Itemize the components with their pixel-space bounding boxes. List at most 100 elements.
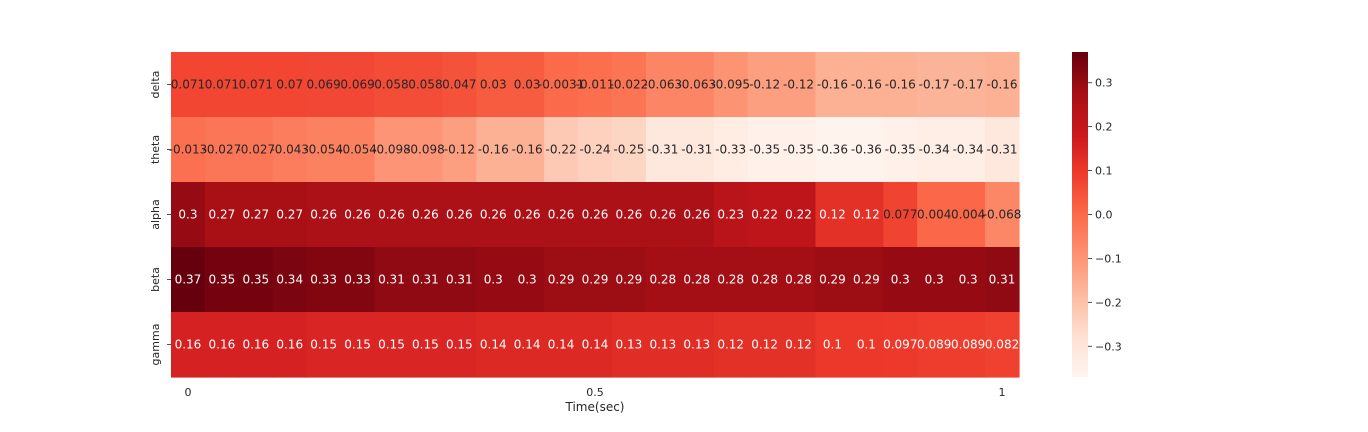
- heatmap-cell: [204, 52, 240, 118]
- heatmap-cell: [272, 312, 308, 378]
- heatmap-cell: [985, 117, 1020, 183]
- heatmap-cell: [883, 182, 918, 248]
- cell-value-label: -0.35: [749, 143, 780, 157]
- row-label-theta: theta: [149, 135, 162, 164]
- heatmap-cell: [272, 52, 308, 118]
- x-tick-label: 0: [184, 386, 191, 399]
- heatmap-cell: [578, 52, 613, 118]
- heatmap-cell: [611, 182, 647, 248]
- cell-value-label: 0.26: [683, 208, 710, 222]
- cell-value-label: 0.13: [683, 338, 710, 352]
- heatmap-cell-labels: 0.071 0.071 0.071 0.07 0.069 0.069 0.058 0.058 0…: [169, 78, 1022, 352]
- heatmap-cell: [849, 312, 884, 378]
- cell-value-label: -0.022: [610, 78, 649, 92]
- heatmap-cell: [238, 182, 274, 248]
- cell-value-label: -0.054: [338, 143, 377, 157]
- cell-value-label: 0.26: [480, 208, 507, 222]
- cell-value-label: 0.12: [785, 338, 812, 352]
- cell-value-label: -0.33: [715, 143, 746, 157]
- heatmap-cell: [408, 312, 443, 378]
- colorbar-tick-label: 0.0: [1095, 209, 1113, 222]
- heatmap-cell: [374, 247, 410, 313]
- cell-value-label: 0.26: [344, 208, 371, 222]
- heatmap-cell: [747, 182, 783, 248]
- colorbar-tick-label: 0.3: [1095, 77, 1113, 90]
- cell-value-label: 0.27: [242, 208, 269, 222]
- heatmap-cell: [747, 247, 783, 313]
- heatmap-cell: [204, 312, 240, 378]
- cell-value-label: 0.12: [751, 338, 778, 352]
- heatmap-cell: [713, 182, 749, 248]
- cell-value-label: 0.26: [514, 208, 541, 222]
- heatmap-cell: [238, 117, 274, 183]
- colorbar-tick-label: −0.1: [1095, 252, 1122, 265]
- cell-value-label: 0.31: [446, 273, 473, 287]
- heatmap-cell: [340, 312, 376, 378]
- heatmap-cell: [611, 117, 647, 183]
- cell-value-label: -0.013: [169, 143, 208, 157]
- heatmap-cell: [306, 312, 342, 378]
- cell-value-label: -0.16: [987, 78, 1018, 92]
- heatmap-cell: [476, 312, 511, 378]
- heatmap-cell: [611, 52, 647, 118]
- heatmap-cell: [849, 52, 884, 118]
- cell-value-label: 0.16: [276, 338, 303, 352]
- cell-value-label: 0.31: [989, 273, 1016, 287]
- colorbar-tick-label: 0.2: [1095, 121, 1113, 134]
- row-label-gamma: gamma: [149, 324, 162, 366]
- heatmap-cell: [679, 182, 715, 248]
- heatmap-cell: [883, 52, 918, 118]
- x-tick-label: 1: [999, 386, 1006, 399]
- cell-value-label: 0.03: [480, 78, 507, 92]
- cell-value-label: -0.25: [613, 143, 644, 157]
- cell-value-label: -0.16: [512, 143, 543, 157]
- heatmap-cell: [747, 117, 783, 183]
- cell-value-label: 0.16: [175, 338, 202, 352]
- heatmap-cell: [713, 247, 749, 313]
- cell-value-label: 0.071: [239, 78, 273, 92]
- heatmap-cell: [679, 117, 715, 183]
- cell-value-label: 0.089: [951, 338, 985, 352]
- heatmap-cell: [679, 312, 715, 378]
- heatmap-cell: [951, 247, 986, 313]
- cell-value-label: -0.095: [711, 78, 750, 92]
- cell-value-label: -0.34: [953, 143, 984, 157]
- heatmap-cell: [510, 117, 545, 183]
- heatmap-cell: [340, 117, 376, 183]
- cell-value-label: 0.12: [819, 208, 846, 222]
- heatmap-cell: [985, 247, 1020, 313]
- cell-value-label: -0.34: [919, 143, 950, 157]
- heatmap-cell: [917, 312, 952, 378]
- cell-value-label: 0.26: [412, 208, 439, 222]
- cell-value-label: 0.26: [310, 208, 337, 222]
- cell-value-label: 0.07: [276, 78, 303, 92]
- cell-value-label: -0.011: [576, 78, 615, 92]
- cell-value-label: 0.077: [883, 208, 917, 222]
- heatmap-cell: [272, 247, 308, 313]
- cell-value-label: -0.31: [647, 143, 678, 157]
- cell-value-label: -0.063: [643, 78, 682, 92]
- x-tick-label: 0.5: [586, 386, 604, 399]
- cell-value-label: 0.16: [209, 338, 236, 352]
- cell-value-label: 0.31: [378, 273, 405, 287]
- cell-value-label: -0.31: [987, 143, 1018, 157]
- cell-value-label: -0.098: [372, 143, 411, 157]
- heatmap-cell: [374, 52, 410, 118]
- cell-value-label: 0.3: [178, 208, 197, 222]
- heatmap-cell: [171, 117, 206, 183]
- heatmap-cell: [340, 247, 376, 313]
- heatmap-cell: [204, 117, 240, 183]
- heatmap-cell: [781, 117, 817, 183]
- heatmap-cell: [578, 312, 613, 378]
- cell-value-label: 0.1: [823, 338, 842, 352]
- heatmap-cell: [204, 182, 240, 248]
- heatmap-cell: [917, 247, 952, 313]
- cell-value-label: 0.15: [310, 338, 337, 352]
- heatmap-cell: [442, 117, 477, 183]
- heatmap-cell: [340, 52, 376, 118]
- cell-value-label: -0.063: [677, 78, 716, 92]
- cell-value-label: 0.14: [548, 338, 575, 352]
- heatmap-cell: [985, 312, 1020, 378]
- cell-value-label: 0.058: [408, 78, 442, 92]
